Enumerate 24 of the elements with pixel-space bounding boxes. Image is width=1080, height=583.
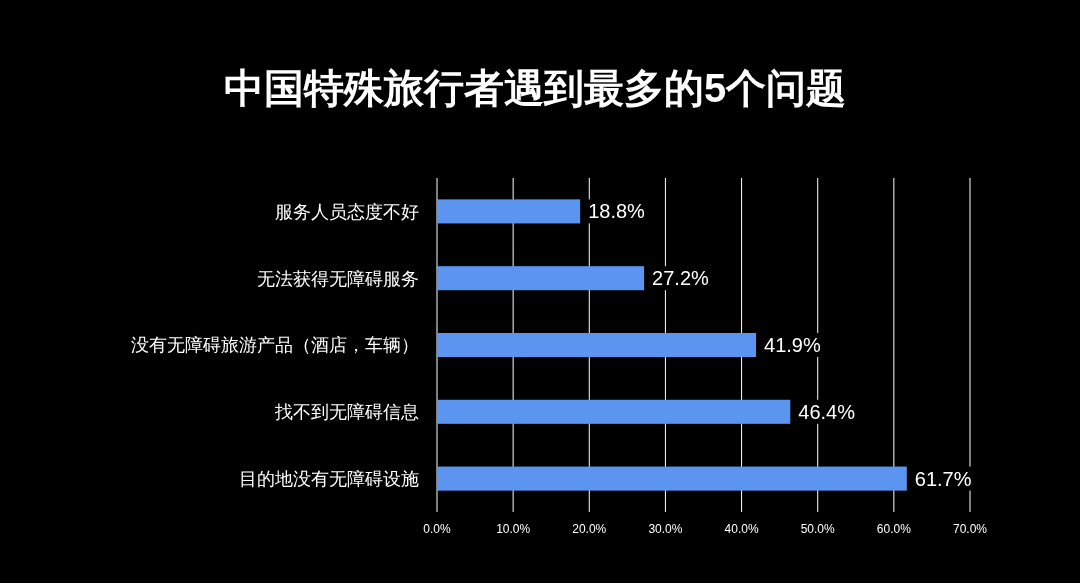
data-label: 61.7% — [914, 467, 972, 490]
x-tick-label: 40.0% — [724, 522, 759, 536]
x-tick-label: 60.0% — [876, 522, 912, 536]
data-label: 41.9% — [764, 334, 821, 356]
x-tick-label: 50.0% — [800, 522, 836, 536]
chart-title: 中国特殊旅行者遇到最多的5个问题 — [223, 66, 847, 110]
y-tick-label: 没有无障碍旅游产品（酒店，车辆） — [131, 335, 419, 356]
bar — [437, 399, 791, 424]
bar — [437, 199, 581, 224]
x-tick-label: 0.0% — [423, 522, 451, 536]
y-tick-label: 服务人员态度不好 — [275, 201, 419, 222]
x-tick-label: 70.0% — [952, 522, 988, 536]
data-label: 27.2% — [652, 267, 710, 290]
data-label: 18.8% — [588, 200, 646, 223]
y-tick-label: 无法获得无障碍服务 — [257, 268, 419, 289]
y-tick-label: 找不到无障碍信息 — [274, 402, 419, 423]
bar — [437, 466, 907, 491]
x-tick-label: 10.0% — [496, 522, 531, 536]
x-tick-label: 20.0% — [572, 522, 607, 536]
x-tick-label: 30.0% — [648, 522, 683, 536]
bar — [437, 266, 645, 291]
data-label: 46.4% — [798, 400, 856, 423]
bar — [437, 332, 757, 358]
y-tick-label: 目的地没有无障碍设施 — [239, 468, 419, 489]
